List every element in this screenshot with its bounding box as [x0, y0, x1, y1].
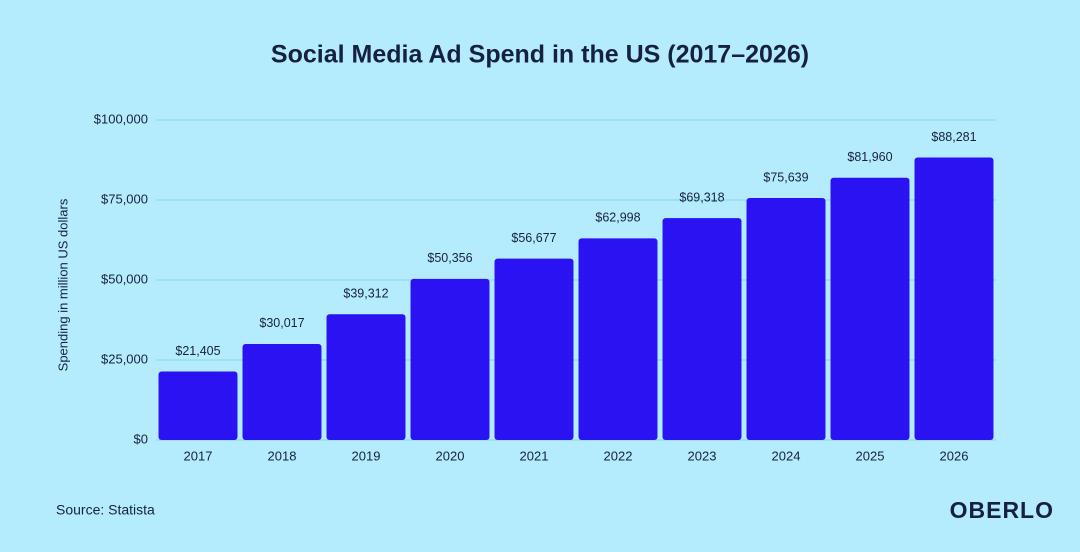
- source: Source: Statista: [56, 502, 155, 518]
- x-tick-label: 2024: [772, 448, 801, 463]
- brand-logo: OBERLO: [950, 497, 1054, 523]
- x-tick-label: 2021: [520, 448, 549, 463]
- y-tick-label: $100,000: [94, 111, 148, 126]
- y-tick-label: $50,000: [101, 271, 148, 286]
- bar: [746, 197, 826, 440]
- bar: [410, 278, 490, 440]
- y-tick-label: $25,000: [101, 351, 148, 366]
- chart-title: Social Media Ad Spend in the US (2017–20…: [271, 41, 809, 69]
- x-tick-label: 2020: [436, 448, 465, 463]
- x-tick-label: 2018: [268, 448, 297, 463]
- value-label: $30,017: [259, 316, 304, 330]
- bar: [830, 177, 910, 440]
- bar: [662, 218, 742, 440]
- bar: [578, 238, 658, 440]
- y-axis-label: Spending in million US dollars: [55, 198, 70, 371]
- x-tick-label: 2022: [604, 448, 633, 463]
- value-label: $21,405: [175, 344, 220, 358]
- y-tick-label: $0: [134, 431, 148, 446]
- bar: [326, 314, 406, 440]
- x-tick-label: 2025: [856, 448, 885, 463]
- bar: [242, 343, 322, 440]
- x-tick-label: 2019: [352, 448, 381, 463]
- bar: [914, 157, 994, 440]
- value-label: $75,639: [763, 170, 808, 184]
- y-tick-label: $75,000: [101, 191, 148, 206]
- x-tick-label: 2026: [940, 448, 969, 463]
- value-label: $39,312: [343, 286, 388, 300]
- value-label: $81,960: [847, 150, 892, 164]
- x-tick-label: 2023: [688, 448, 717, 463]
- value-label: $56,677: [511, 231, 556, 245]
- value-label: $88,281: [931, 130, 976, 144]
- x-tick-label: 2017: [184, 448, 213, 463]
- value-label: $50,356: [427, 251, 472, 265]
- bar: [158, 371, 238, 440]
- value-label: $62,998: [595, 211, 640, 225]
- value-label: $69,318: [679, 190, 724, 204]
- bar: [494, 258, 574, 440]
